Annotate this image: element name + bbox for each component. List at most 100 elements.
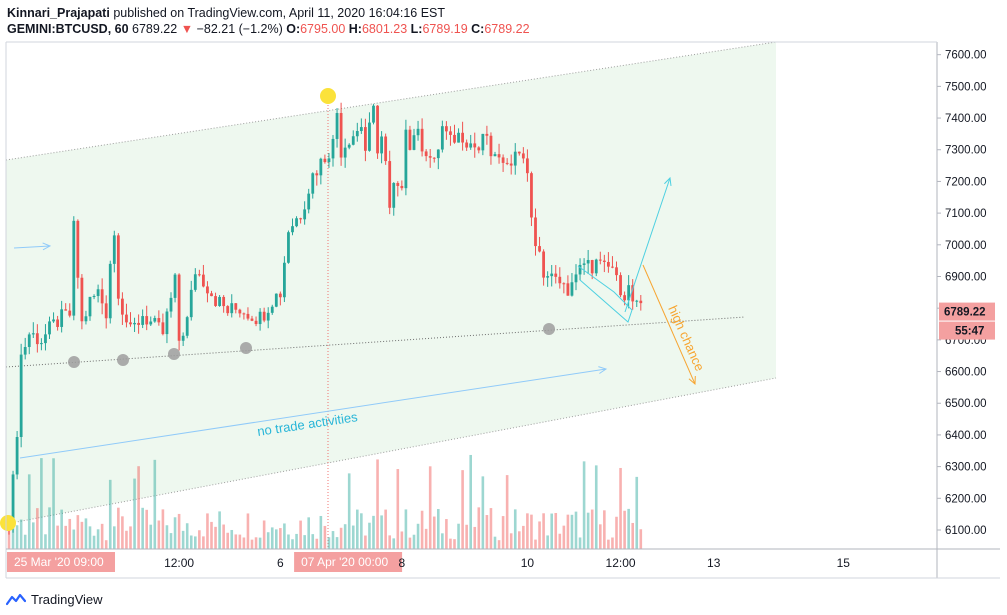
- candle-body: [380, 136, 383, 154]
- y-tick-label: 6200.00: [945, 493, 987, 505]
- volume-bar: [92, 535, 96, 549]
- candle-body: [368, 122, 371, 151]
- candle-body: [23, 347, 27, 355]
- volume-bar: [554, 512, 558, 549]
- candle-body: [566, 283, 570, 296]
- candle-body: [226, 306, 230, 314]
- candle-body: [44, 334, 47, 344]
- volume-bar: [465, 524, 468, 549]
- candle-body: [19, 354, 23, 438]
- volume-bar: [117, 507, 120, 549]
- candle-body: [210, 293, 213, 297]
- candle-body: [238, 309, 242, 314]
- candle-body: [457, 132, 460, 143]
- volume-bar: [453, 539, 456, 549]
- volume-bar: [129, 526, 132, 549]
- volume-bar: [635, 476, 639, 549]
- volume-bar: [481, 476, 485, 549]
- candle-body: [258, 311, 262, 325]
- candle-body: [400, 185, 404, 189]
- volume-bar: [469, 454, 472, 549]
- candle-body: [129, 322, 132, 325]
- volume-bar: [246, 513, 250, 549]
- volume-bar: [615, 516, 618, 549]
- y-tick-label: 7000.00: [945, 240, 987, 252]
- candle-body: [473, 143, 477, 148]
- candle-body: [307, 193, 311, 210]
- volume-bar: [76, 515, 80, 549]
- volume-bar: [347, 473, 351, 549]
- volume-bar: [351, 525, 355, 549]
- volume-bar: [121, 516, 124, 549]
- candle-body: [489, 135, 493, 157]
- volume-bar: [64, 525, 67, 549]
- candle-body: [230, 303, 234, 314]
- volume-bar: [477, 507, 481, 549]
- candle-body: [542, 251, 545, 278]
- volume-bar: [287, 534, 290, 549]
- volume-bar: [84, 518, 88, 549]
- y-tick-label: 6400.00: [945, 430, 987, 442]
- candle-body: [602, 260, 606, 262]
- price-change: −82.21 (−1.2%): [196, 22, 283, 36]
- volume-bar: [364, 535, 367, 549]
- volume-bar: [566, 514, 570, 549]
- candle-body: [121, 298, 124, 315]
- low-label: L:: [410, 22, 423, 36]
- candle-body: [436, 149, 440, 159]
- candle-body: [141, 316, 145, 325]
- candle-body: [177, 274, 181, 341]
- author-name[interactable]: Kinnari_Prajapati: [7, 6, 110, 20]
- volume-bar: [627, 508, 630, 549]
- candle-body: [15, 437, 19, 475]
- volume-bar: [185, 523, 189, 549]
- x-tick-label: 12:00: [606, 556, 636, 570]
- volume-bar: [501, 516, 505, 549]
- volume-bar: [485, 515, 489, 549]
- open-value: 6795.00: [300, 22, 346, 36]
- high-chance-arrow: [642, 264, 696, 385]
- candle-body: [449, 131, 452, 135]
- volume-bar: [60, 509, 63, 549]
- y-tick-label: 6500.00: [945, 398, 987, 410]
- volume-bar: [542, 513, 545, 549]
- candle-body: [453, 134, 456, 143]
- brand-name: TradingView: [31, 592, 103, 607]
- candle-body: [469, 143, 473, 148]
- candle-body: [570, 282, 574, 296]
- candle-body: [274, 293, 278, 307]
- volume-bar: [194, 536, 197, 549]
- volume-bar: [376, 459, 379, 549]
- breakout-arrow-head: [664, 176, 672, 186]
- volume-bar: [505, 475, 509, 549]
- candle-body: [623, 295, 626, 301]
- candle-body: [615, 267, 618, 276]
- volume-bar: [40, 458, 43, 549]
- candle-body: [214, 296, 217, 306]
- candle-body: [351, 136, 355, 145]
- candle-body: [530, 173, 533, 218]
- candle-body: [52, 319, 55, 322]
- candle-body: [100, 289, 104, 304]
- candle-body: [627, 285, 631, 301]
- volume-bar: [323, 525, 327, 549]
- tradingview-footer[interactable]: TradingView: [6, 592, 103, 607]
- candle-body: [149, 321, 153, 325]
- volume-bar: [52, 458, 55, 549]
- candle-body: [287, 232, 290, 263]
- channel-fill: [6, 42, 776, 524]
- candle-body: [359, 127, 363, 132]
- volume-bar: [234, 534, 238, 549]
- y-tick-label: 6100.00: [945, 525, 987, 537]
- volume-bar: [88, 526, 92, 549]
- candle-body: [327, 158, 331, 163]
- candle-body: [586, 260, 590, 264]
- breakout-arrow: [624, 177, 671, 313]
- candle-body: [639, 300, 643, 304]
- no-trade-arrow-head: [598, 366, 608, 374]
- volume-bar: [586, 512, 590, 549]
- volume-bar: [424, 528, 428, 549]
- candle-body: [303, 209, 307, 220]
- candle-body: [372, 105, 375, 123]
